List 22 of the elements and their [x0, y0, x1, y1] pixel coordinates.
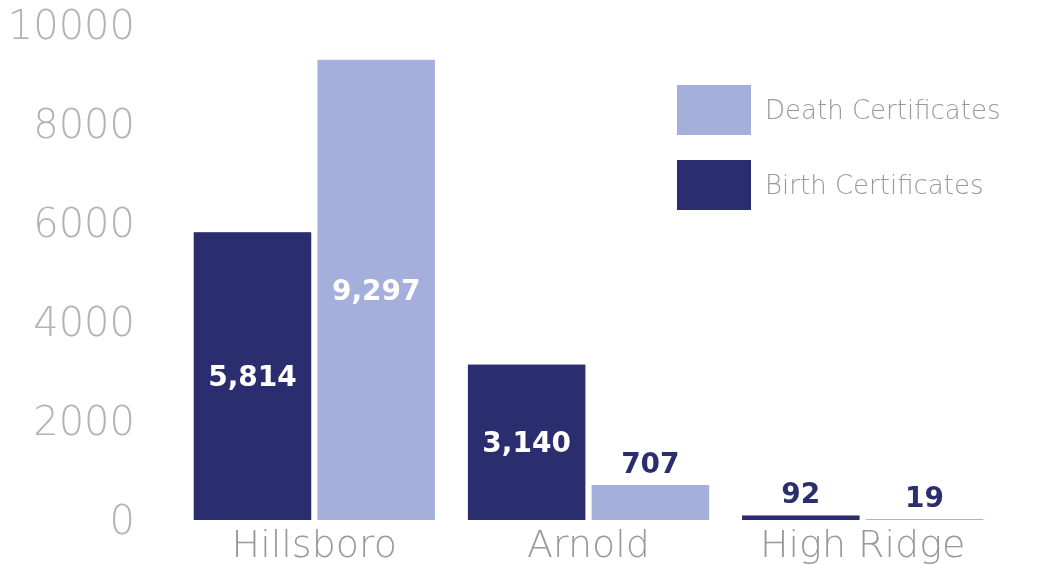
y-tick-label: 8000 — [33, 101, 135, 147]
data-label: 3,140 — [482, 426, 571, 460]
bar — [317, 59, 435, 520]
y-tick-label: 10000 — [7, 2, 135, 48]
bar — [742, 515, 860, 520]
data-label: 5,814 — [208, 360, 297, 394]
data-label: 9,297 — [331, 273, 421, 307]
y-tick-label: 0 — [109, 497, 135, 543]
data-label: 92 — [781, 477, 821, 511]
data-label: 19 — [905, 481, 945, 515]
bar — [467, 364, 586, 520]
bar — [193, 232, 312, 520]
legend-label: Birth Certificates — [765, 170, 984, 201]
bar — [591, 485, 710, 520]
y-tick-label: 6000 — [33, 200, 135, 246]
legend-label: Death Certificates — [765, 95, 1001, 126]
y-tick-label: 4000 — [33, 299, 135, 345]
x-tick-label: Hillsboro — [231, 522, 398, 565]
x-tick-label: High Ridge — [759, 522, 966, 565]
x-tick-label: Arnold — [527, 522, 650, 565]
data-label: 707 — [621, 447, 680, 480]
y-tick-label: 2000 — [33, 398, 135, 444]
